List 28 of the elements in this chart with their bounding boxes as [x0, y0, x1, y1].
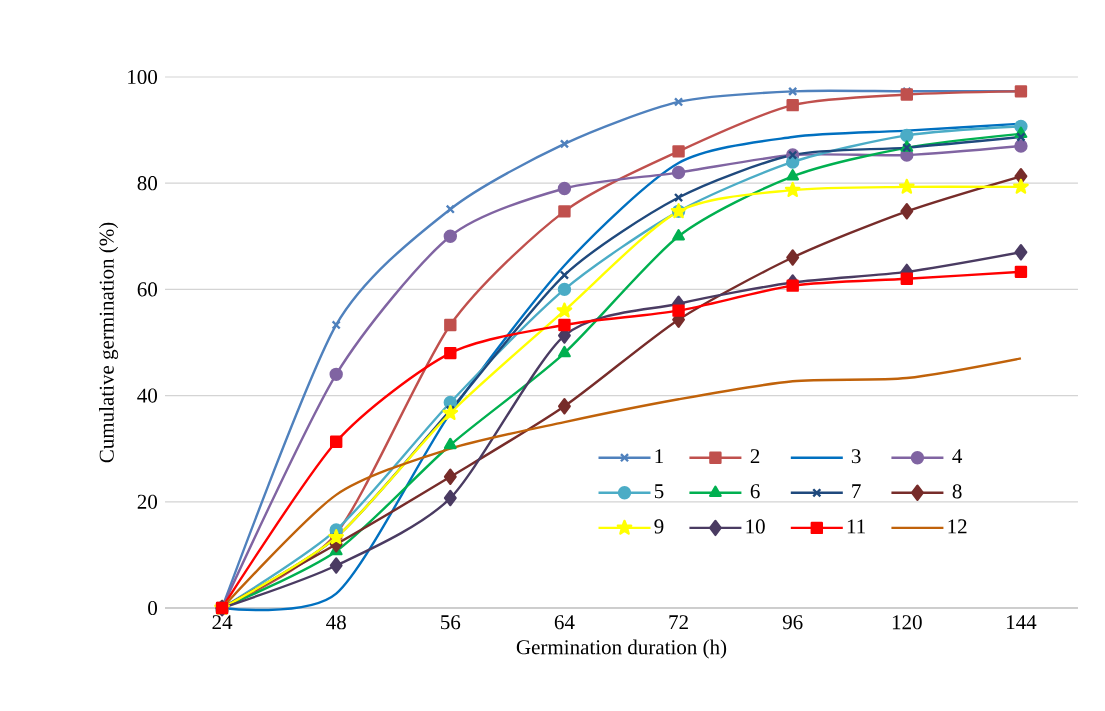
y-tick-label: 60 — [137, 282, 158, 297]
x-tick-label: 24 — [212, 615, 233, 630]
y-tick-label: 80 — [137, 176, 158, 191]
legend-label: 5 — [654, 484, 664, 499]
x-tick-label: 120 — [892, 615, 922, 630]
x-tick-label: 72 — [669, 615, 688, 630]
legend-label: 9 — [654, 519, 664, 534]
legend-label: 1 — [655, 449, 663, 464]
legend-label: 2 — [750, 449, 760, 464]
x-tick-label: 96 — [782, 615, 803, 630]
legend-label: 12 — [948, 519, 967, 534]
legend-label: 7 — [852, 484, 861, 499]
x-tick-label: 64 — [554, 615, 575, 630]
x-tick-label: 48 — [326, 615, 346, 630]
y-tick-label: 100 — [128, 69, 158, 85]
legend-label: 4 — [952, 449, 963, 464]
legend-label: 8 — [952, 484, 962, 499]
legend-label: 10 — [746, 519, 765, 534]
x-tick-label: 144 — [1007, 615, 1037, 630]
legend-label: 11 — [847, 519, 865, 534]
y-tick-label: 0 — [148, 600, 158, 616]
legend-label: 6 — [750, 484, 760, 499]
legend-label: 3 — [851, 449, 861, 464]
y-tick-label: 40 — [137, 388, 158, 403]
y-tick-label: 20 — [137, 494, 158, 509]
x-axis-title: Germination duration (h) — [516, 639, 727, 659]
y-axis-title: Cumulative germination (%) — [99, 222, 119, 463]
x-tick-label: 56 — [441, 615, 461, 630]
